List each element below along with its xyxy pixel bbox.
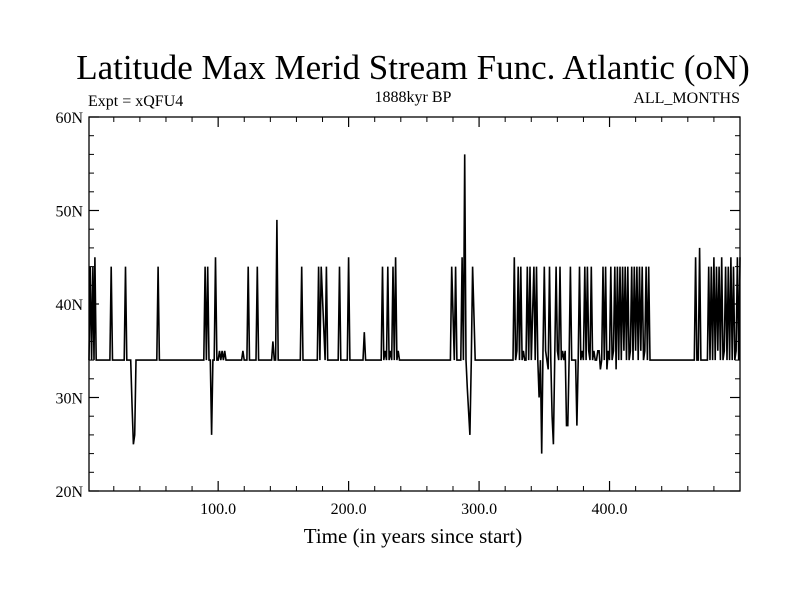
- y-tick-label: 60N: [55, 110, 83, 127]
- time-label: 1888kyr BP: [375, 89, 452, 106]
- series-line: [88, 154, 741, 454]
- experiment-label: Expt = xQFU4: [88, 93, 183, 110]
- x-tick-label: 200.0: [331, 501, 367, 518]
- x-axis-label: Time (in years since start): [304, 524, 523, 548]
- axis-ticks: 20N 30N 40N 50N 60N 100.0 200.0 300.0 400.0: [55, 110, 740, 518]
- plot-frame: [88, 116, 741, 492]
- months-label: ALL_MONTHS: [633, 90, 740, 107]
- y-tick-label: 50N: [55, 204, 83, 221]
- x-tick-label: 300.0: [461, 501, 497, 518]
- y-tick-label: 30N: [55, 391, 83, 408]
- y-tick-label: 40N: [55, 297, 83, 314]
- x-tick-label: 100.0: [200, 501, 236, 518]
- x-tick-label: 400.0: [592, 501, 628, 518]
- chart-title: Latitude Max Merid Stream Func. Atlantic…: [76, 48, 750, 87]
- y-tick-label: 20N: [55, 484, 83, 501]
